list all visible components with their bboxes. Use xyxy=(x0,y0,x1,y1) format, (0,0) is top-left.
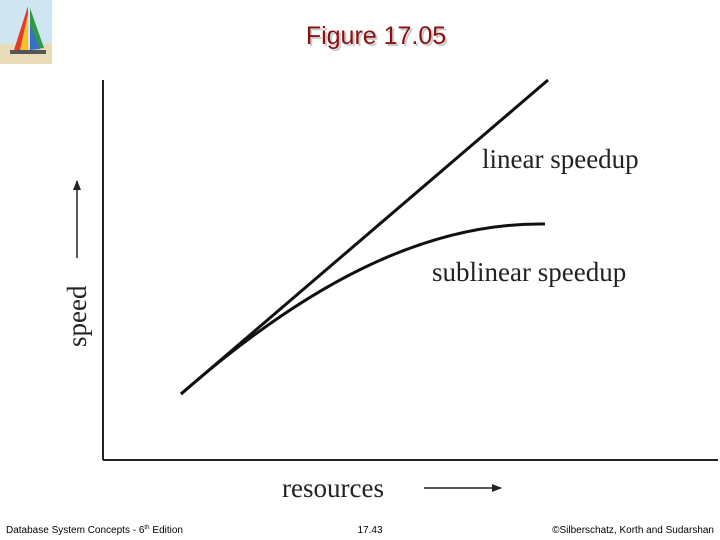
footer-right: ©Silberschatz, Korth and Sudarshan xyxy=(552,525,714,536)
footer-text: Database System Concepts - 6 xyxy=(6,525,145,536)
title-shadow: Figure 17.05 xyxy=(308,24,448,52)
sublinear-curve xyxy=(180,222,546,396)
slide-title: Figure 17.05 xyxy=(306,22,446,50)
curve-label: sublinear speedup xyxy=(432,257,626,287)
footer-left: Database System Concepts - 6th Edition xyxy=(6,525,183,536)
curve-label: linear speedup xyxy=(482,144,639,174)
x-axis-label: resources xyxy=(282,473,384,503)
y-axis-label: speed xyxy=(62,285,92,347)
linear-curve xyxy=(180,78,549,396)
footer-text: Edition xyxy=(152,525,183,536)
logo-icon xyxy=(0,0,52,64)
footer-center: 17.43 xyxy=(357,525,382,536)
footer-sup: th xyxy=(144,525,149,531)
